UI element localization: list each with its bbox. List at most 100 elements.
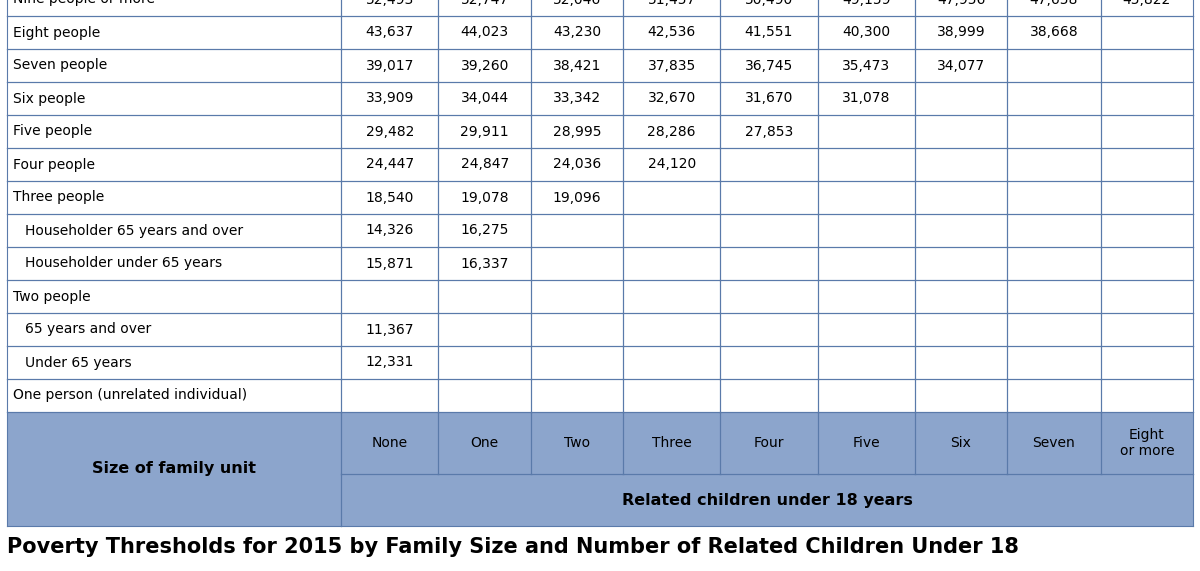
Bar [438, 280, 530, 313]
Bar [623, 247, 720, 280]
Text: One: One [470, 436, 499, 450]
Text: 52,493: 52,493 [366, 0, 414, 6]
Bar [7, 313, 341, 346]
Bar [341, 412, 438, 474]
Bar [341, 313, 438, 346]
Text: Three: Three [652, 436, 691, 450]
Text: 31,670: 31,670 [745, 91, 793, 106]
Text: 33,342: 33,342 [553, 91, 601, 106]
Bar [7, 280, 341, 313]
Bar [1007, 379, 1100, 412]
Text: 51,457: 51,457 [648, 0, 696, 6]
Text: 36,745: 36,745 [745, 58, 793, 73]
Bar [530, 82, 623, 115]
Text: Five: Five [852, 436, 880, 450]
Bar [720, 0, 817, 16]
Bar [7, 16, 341, 49]
Bar [817, 115, 914, 148]
Bar [1007, 49, 1100, 82]
Bar [914, 412, 1007, 474]
Text: Seven people: Seven people [13, 58, 107, 73]
Bar [530, 247, 623, 280]
Text: 42,536: 42,536 [648, 26, 696, 39]
Bar [341, 474, 1193, 526]
Text: Nine people or more: Nine people or more [13, 0, 155, 6]
Bar [623, 0, 720, 16]
Bar [1100, 247, 1193, 280]
Bar [817, 16, 914, 49]
Bar [720, 379, 817, 412]
Text: Six people: Six people [13, 91, 85, 106]
Bar [438, 16, 530, 49]
Bar [341, 280, 438, 313]
Bar [341, 0, 438, 16]
Bar [341, 379, 438, 412]
Bar [720, 412, 817, 474]
Text: Seven: Seven [1032, 436, 1075, 450]
Text: Four: Four [754, 436, 785, 450]
Text: 27,853: 27,853 [745, 124, 793, 139]
Bar [341, 49, 438, 82]
Bar [530, 115, 623, 148]
Bar [1100, 148, 1193, 181]
Bar [623, 181, 720, 214]
Bar [720, 16, 817, 49]
Text: 47,658: 47,658 [1030, 0, 1078, 6]
Text: Poverty Thresholds for 2015 by Family Size and Number of Related Children Under : Poverty Thresholds for 2015 by Family Si… [7, 537, 1019, 557]
Bar [1007, 346, 1100, 379]
Bar [914, 49, 1007, 82]
Bar [817, 148, 914, 181]
Text: 32,670: 32,670 [648, 91, 696, 106]
Bar [438, 181, 530, 214]
Bar [623, 82, 720, 115]
Bar [530, 280, 623, 313]
Bar [623, 214, 720, 247]
Bar [914, 247, 1007, 280]
Bar [914, 148, 1007, 181]
Bar [341, 181, 438, 214]
Bar [817, 247, 914, 280]
Text: Six: Six [950, 436, 972, 450]
Text: 15,871: 15,871 [366, 256, 414, 271]
Bar [623, 280, 720, 313]
Text: 16,275: 16,275 [461, 223, 509, 238]
Text: 34,077: 34,077 [937, 58, 985, 73]
Bar [914, 379, 1007, 412]
Bar [720, 181, 817, 214]
Bar [530, 49, 623, 82]
Bar [341, 148, 438, 181]
Bar [1007, 214, 1100, 247]
Text: None: None [372, 436, 408, 450]
Text: 38,999: 38,999 [937, 26, 985, 39]
Text: Householder under 65 years: Householder under 65 years [25, 256, 222, 271]
Bar [530, 16, 623, 49]
Bar [914, 181, 1007, 214]
Bar [1100, 49, 1193, 82]
Text: 33,909: 33,909 [366, 91, 414, 106]
Bar [341, 115, 438, 148]
Text: 14,326: 14,326 [366, 223, 414, 238]
Bar [1007, 82, 1100, 115]
Bar [1100, 379, 1193, 412]
Bar [530, 181, 623, 214]
Text: 39,260: 39,260 [461, 58, 509, 73]
Bar [1007, 313, 1100, 346]
Bar [817, 313, 914, 346]
Text: Eight
or more: Eight or more [1120, 428, 1174, 458]
Text: Eight people: Eight people [13, 26, 101, 39]
Bar [623, 49, 720, 82]
Bar [530, 313, 623, 346]
Bar [438, 49, 530, 82]
Text: Three people: Three people [13, 191, 104, 204]
Bar [7, 82, 341, 115]
Bar [817, 412, 914, 474]
Text: 41,551: 41,551 [745, 26, 793, 39]
Bar [438, 313, 530, 346]
Bar [438, 115, 530, 148]
Bar [1100, 16, 1193, 49]
Bar [914, 280, 1007, 313]
Text: 29,911: 29,911 [461, 124, 509, 139]
Bar [7, 247, 341, 280]
Bar [1100, 313, 1193, 346]
Bar [438, 412, 530, 474]
